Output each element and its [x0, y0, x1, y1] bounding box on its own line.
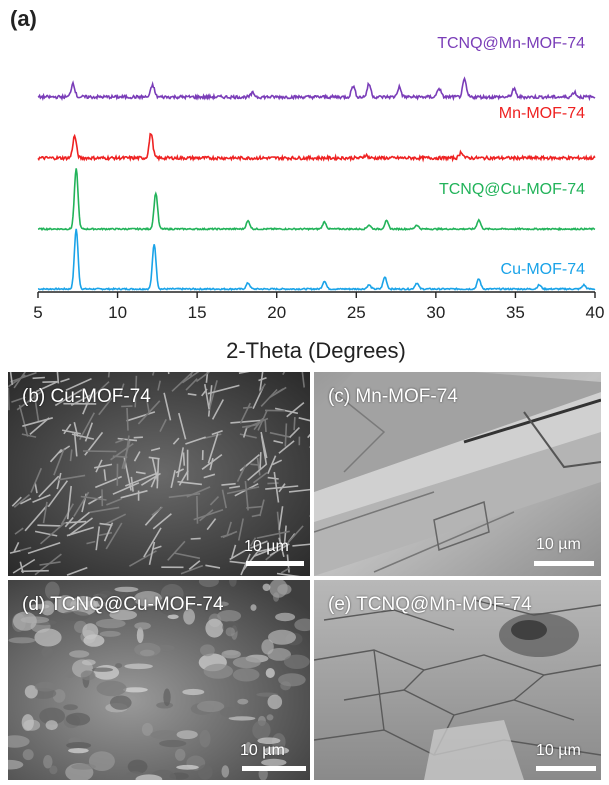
sem-image-d	[8, 580, 310, 780]
sem-label-b: (b) Cu-MOF-74	[22, 386, 151, 407]
x-tick-label-25: 25	[347, 303, 366, 322]
sem-label-e: (e) TCNQ@Mn-MOF-74	[328, 594, 532, 615]
panel-a-label: (a)	[10, 6, 37, 31]
x-tick-label-35: 35	[506, 303, 525, 322]
series-line-cu-mof-74	[37, 228, 596, 292]
scale-bar-d	[242, 766, 306, 771]
scale-bar-b	[246, 561, 304, 566]
sem-panel-c: (c) Mn-MOF-74 10 µm	[314, 372, 601, 576]
x-tick-label-5: 5	[33, 303, 42, 322]
sem-image-c	[314, 372, 601, 576]
x-tick-label-30: 30	[426, 303, 445, 322]
scale-bar-e	[536, 766, 596, 771]
sem-image-e	[314, 580, 601, 780]
series-label-tcnq-cu-mof-74: TCNQ@Cu-MOF-74	[439, 181, 585, 198]
sem-label-d: (d) TCNQ@Cu-MOF-74	[22, 594, 224, 615]
series-label-cu-mof-74: Cu-MOF-74	[501, 261, 586, 278]
sem-panel-b: (b) Cu-MOF-74 10 µm	[8, 372, 310, 576]
x-tick-label-40: 40	[586, 303, 605, 322]
scale-label-b: 10 µm	[244, 538, 289, 555]
scale-label-d: 10 µm	[240, 742, 285, 759]
series-line-mn-mof-74	[37, 132, 596, 163]
series-label-tcnq-mn-mof-74: TCNQ@Mn-MOF-74	[437, 35, 585, 52]
sem-panel-e: (e) TCNQ@Mn-MOF-74 10 µm	[314, 580, 601, 780]
sem-panel-d: (d) TCNQ@Cu-MOF-74 10 µm	[8, 580, 310, 780]
sem-label-c: (c) Mn-MOF-74	[328, 386, 458, 407]
x-tick-label-15: 15	[188, 303, 207, 322]
x-tick-label-20: 20	[267, 303, 286, 322]
series-line-tcnq-mn-mof-74	[37, 76, 596, 102]
series-label-mn-mof-74: Mn-MOF-74	[499, 105, 585, 122]
scale-label-e: 10 µm	[536, 742, 581, 759]
scale-bar-c	[534, 561, 594, 566]
sem-image-b	[8, 372, 310, 576]
x-tick-label-10: 10	[108, 303, 127, 322]
x-axis-label: 2-Theta (Degrees)	[226, 338, 406, 363]
xrd-chart: (a) 5 10 15 20 25 30 35 40 Cu-MOF-74 TCNQ@Cu-MOF…	[10, 6, 605, 363]
series-line-tcnq-cu-mof-74	[37, 168, 596, 232]
scale-label-c: 10 µm	[536, 536, 581, 553]
